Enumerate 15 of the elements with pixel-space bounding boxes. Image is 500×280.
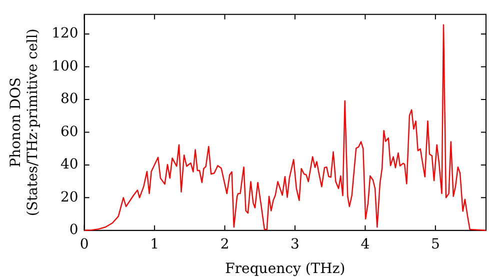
x-tick-label: 5 (430, 236, 440, 252)
x-tick-label: 1 (150, 236, 160, 252)
y-tick-label: 100 (52, 58, 78, 74)
y-tick-label: 60 (60, 124, 78, 140)
y-axis-title: Phonon DOS (States/THz·primitive cell) (8, 28, 41, 216)
x-tick-label: 4 (360, 236, 370, 252)
x-tick-label: 0 (80, 236, 89, 252)
x-axis-title: Frequency (THz) (225, 261, 346, 278)
x-tick-label: 3 (290, 236, 300, 252)
y-tick-label: 120 (52, 26, 78, 42)
y-tick-label: 0 (69, 222, 78, 238)
y-tick-label: 80 (60, 91, 78, 108)
y-tick-label: 40 (60, 156, 78, 173)
x-tick-label: 2 (220, 236, 230, 252)
y-tick-label: 20 (60, 189, 78, 206)
